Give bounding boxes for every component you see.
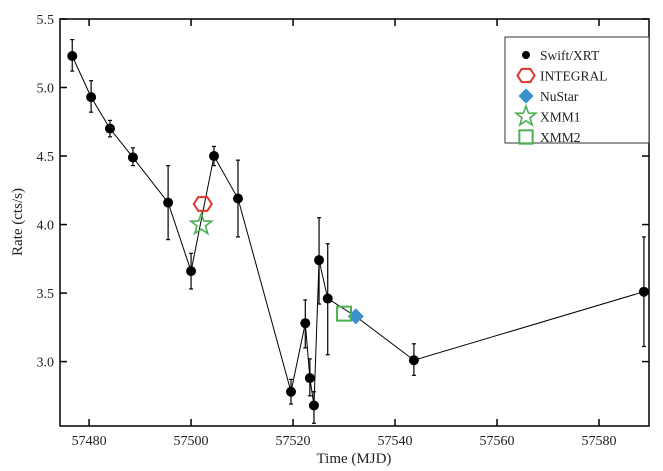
swift-xrt-point: [209, 151, 220, 162]
legend-marker-nustar: [518, 88, 534, 104]
swift-xrt-point: [163, 197, 174, 208]
legend-marker-integral: [516, 67, 536, 84]
swift-xrt-point: [300, 318, 311, 329]
legend-label: XMM2: [540, 130, 581, 145]
swift-xrt-point: [408, 355, 419, 366]
swift-xrt-point: [232, 193, 243, 204]
legend: Swift/XRT INTEGRAL NuStar XMM1 XMM2: [504, 36, 650, 145]
y-tick-label: 5.0: [37, 82, 55, 97]
swift-xrt-point: [304, 373, 315, 384]
x-tick-label: 57560: [480, 434, 515, 449]
xmm2-point: [336, 305, 353, 322]
swift-xrt-point: [86, 92, 97, 103]
plot-frame: [59, 18, 650, 427]
y-tick-label: 3.0: [37, 356, 55, 371]
swift-xrt-point: [308, 400, 319, 411]
x-tick-label: 57540: [378, 434, 413, 449]
swift-xrt-point: [186, 266, 197, 277]
swift-xrt-point: [314, 255, 325, 266]
swift-xrt-point: [638, 286, 649, 297]
x-tick-label: 57480: [72, 434, 107, 449]
swift-xrt-point: [67, 51, 78, 61]
x-tick-label: 57520: [276, 434, 311, 449]
x-tick-label: 57580: [582, 434, 617, 449]
swift-xrt-point: [322, 293, 333, 304]
legend-marker-xmm2: [518, 129, 534, 145]
legend-label: Swift/XRT: [540, 48, 600, 63]
legend-marker-xmm1: [513, 103, 539, 127]
legend-label: NuStar: [540, 89, 579, 104]
swift-xrt-point: [286, 386, 297, 397]
legend-label: INTEGRAL: [540, 69, 608, 84]
x-axis-label: Time (MJD): [317, 451, 392, 467]
y-tick-label: 5.5: [37, 13, 55, 28]
y-tick-label: 3.5: [37, 287, 55, 302]
swift-xrt-point: [127, 152, 138, 163]
y-tick-label: 4.0: [37, 219, 55, 234]
legend-label: XMM1: [540, 110, 581, 125]
y-tick-label: 4.5: [37, 150, 55, 165]
swift-xrt-point: [104, 123, 115, 134]
integral-point: [192, 196, 213, 212]
legend-marker-swift-xrt: [522, 51, 530, 59]
xmm1-point: [188, 211, 214, 236]
y-axis-label: Rate (cts/s): [10, 188, 26, 256]
x-tick-label: 57500: [174, 434, 209, 449]
